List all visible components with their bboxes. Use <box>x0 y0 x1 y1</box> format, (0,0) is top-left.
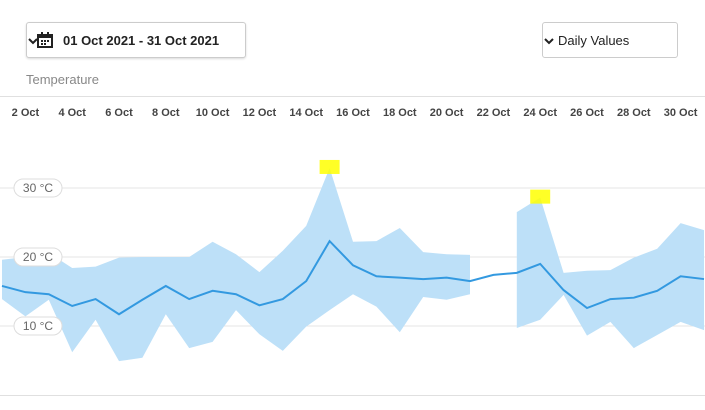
y-tick-pill <box>13 247 63 267</box>
x-tick-label: 20 Oct <box>430 107 464 119</box>
x-tick-label: 28 Oct <box>617 107 651 119</box>
chevron <box>28 38 38 45</box>
chevron <box>544 38 554 45</box>
peak-highlight <box>530 189 551 204</box>
y-tick-label: 20 °C <box>23 250 53 264</box>
x-tick-label: 16 Oct <box>336 107 370 119</box>
x-tick-label: 24 Oct <box>523 107 557 119</box>
x-tick-label: 30 Oct <box>664 107 698 119</box>
x-tick-label: 10 Oct <box>196 107 230 119</box>
y-tick-label: 30 °C <box>23 181 53 195</box>
peak-highlight <box>319 159 340 174</box>
x-tick-label: 26 Oct <box>570 107 604 119</box>
range-band <box>2 167 470 362</box>
x-tick-label: 22 Oct <box>477 107 511 119</box>
mean-line <box>1 239 705 316</box>
view-select[interactable]: Daily Values <box>542 22 678 58</box>
y-tick-pill <box>13 178 63 198</box>
x-tick-label: 8 Oct <box>152 107 180 119</box>
x-tick-label: 18 Oct <box>383 107 417 119</box>
date-range-text: 01 Oct 2021 - 31 Oct 2021 <box>63 32 220 48</box>
x-tick-label: 14 Oct <box>289 107 323 119</box>
x-tick-label: 4 Oct <box>58 107 86 119</box>
x-tick-label: 12 Oct <box>243 107 277 119</box>
x-tick-label: 2 Oct <box>12 107 40 119</box>
calendar-icon <box>37 32 53 48</box>
view-select-text: Daily Values <box>558 32 630 48</box>
y-tick-pill <box>13 316 63 336</box>
range-band <box>516 197 704 349</box>
y-tick-label: 10 °C <box>23 319 53 333</box>
axis-label: Temperature <box>26 72 99 87</box>
x-tick-label: 6 Oct <box>105 107 133 119</box>
date-range-picker[interactable]: 01 Oct 2021 - 31 Oct 2021 <box>26 22 246 58</box>
